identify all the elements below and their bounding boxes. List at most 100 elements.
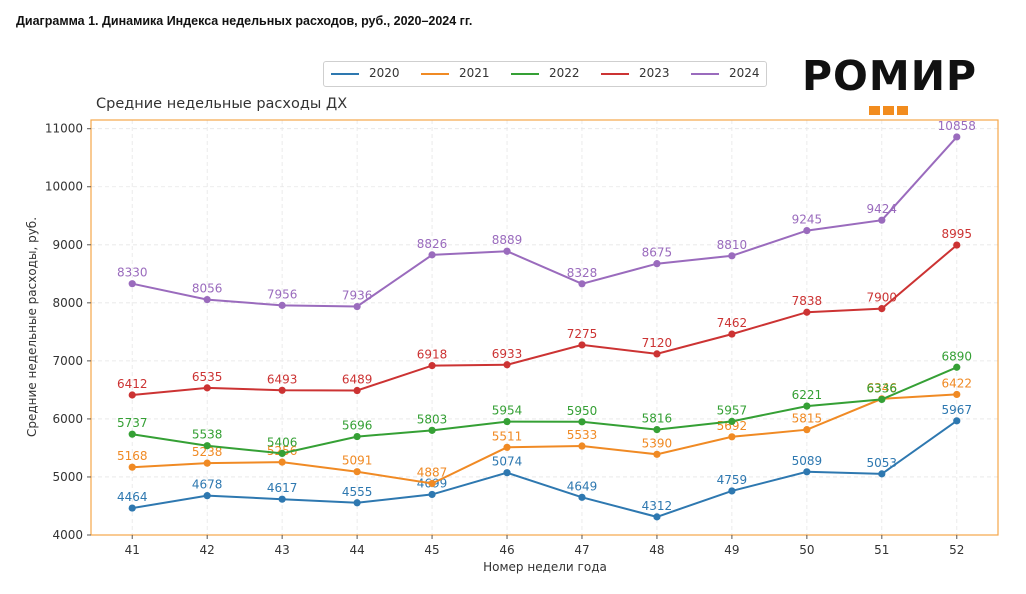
plot-frame xyxy=(90,119,999,536)
data-point-2022 xyxy=(878,395,886,404)
data-point-2021 xyxy=(953,390,961,399)
chart-legend: 2020 2021 2022 2023 2024 xyxy=(323,61,767,87)
data-point-2023 xyxy=(728,330,736,338)
x-tick-label: 42 xyxy=(200,543,215,557)
series-line-2024 xyxy=(131,136,958,308)
data-point-2021 xyxy=(278,458,286,466)
data-label-2022: 5957 xyxy=(717,403,748,417)
y-tick-label: 7000 xyxy=(52,354,83,368)
x-tick-label: 44 xyxy=(349,543,364,557)
data-point-2023 xyxy=(578,341,586,349)
data-label-2020: 5089 xyxy=(792,454,823,468)
data-label-2022: 6221 xyxy=(792,388,823,402)
data-point-2020 xyxy=(503,469,511,477)
data-label-2023: 8995 xyxy=(941,227,972,241)
legend-swatch xyxy=(511,73,539,75)
data-label-2024: 7956 xyxy=(267,287,298,301)
data-point-2022 xyxy=(353,432,361,441)
x-tick-label: 49 xyxy=(724,543,739,557)
legend-label: 2022 xyxy=(549,66,580,80)
data-point-2023 xyxy=(653,350,661,358)
data-point-2024 xyxy=(878,216,886,224)
data-label-2024: 8675 xyxy=(642,246,673,260)
data-label-2022: 6890 xyxy=(941,349,972,363)
legend-label: 2021 xyxy=(459,66,490,80)
x-tick-label: 48 xyxy=(649,543,664,557)
x-tick-label: 46 xyxy=(499,543,514,557)
data-label-2021: 5533 xyxy=(567,428,598,442)
legend-label: 2023 xyxy=(639,66,670,80)
data-label-2023: 7120 xyxy=(642,336,673,350)
data-label-2023: 6933 xyxy=(492,347,523,361)
x-tick-label: 47 xyxy=(574,543,589,557)
data-point-2023 xyxy=(203,384,211,392)
data-label-2024: 7936 xyxy=(342,289,373,303)
data-label-2023: 6493 xyxy=(267,372,298,386)
logo-dot xyxy=(897,106,908,115)
series-line-2020 xyxy=(132,419,958,518)
data-label-2022: 5816 xyxy=(642,412,673,426)
data-label-2023: 7838 xyxy=(792,294,823,308)
logo-wordmark: РОМИР xyxy=(802,52,978,100)
data-point-2023 xyxy=(503,361,511,369)
data-point-2020 xyxy=(353,499,361,507)
data-label-2022: 6336 xyxy=(867,381,898,395)
data-label-2020: 4617 xyxy=(267,481,298,495)
data-label-2024: 8328 xyxy=(567,266,598,280)
data-point-2021 xyxy=(803,426,811,434)
data-point-2024 xyxy=(503,247,511,255)
y-axis-label: Средние недельные расходы, руб. xyxy=(25,217,39,437)
legend-swatch xyxy=(601,73,629,75)
legend-swatch xyxy=(421,73,449,75)
data-point-2020 xyxy=(578,493,586,501)
logo-dot xyxy=(869,106,880,115)
data-label-2020: 4649 xyxy=(567,479,598,493)
series-line-2021 xyxy=(132,393,957,485)
x-tick-label: 43 xyxy=(275,543,290,557)
data-point-2024 xyxy=(278,301,286,309)
data-label-2021: 5511 xyxy=(492,429,523,443)
data-point-2021 xyxy=(428,479,436,488)
data-label-2020: 5967 xyxy=(941,403,972,417)
data-label-2020: 5053 xyxy=(867,456,898,470)
data-point-2021 xyxy=(503,443,511,451)
data-point-2023 xyxy=(428,362,436,370)
legend-label: 2024 xyxy=(729,66,760,80)
data-point-2023 xyxy=(353,386,361,395)
data-label-2023: 6918 xyxy=(417,348,448,362)
y-tick-label: 4000 xyxy=(52,528,83,542)
data-point-2024 xyxy=(578,280,586,288)
data-point-2022 xyxy=(803,402,811,410)
data-point-2022 xyxy=(728,417,736,426)
data-label-2024: 8330 xyxy=(117,266,148,280)
data-label-2024: 9245 xyxy=(792,213,823,227)
data-label-2024: 8826 xyxy=(417,237,448,251)
legend-label: 2020 xyxy=(369,66,400,80)
data-label-2022: 5406 xyxy=(267,435,298,449)
data-point-2024 xyxy=(653,260,661,268)
data-point-2021 xyxy=(653,450,661,458)
data-point-2024 xyxy=(803,226,811,235)
x-axis-label: Номер недели года xyxy=(483,560,607,574)
data-label-2023: 6412 xyxy=(117,377,148,391)
logo-dot xyxy=(883,106,894,115)
data-point-2021 xyxy=(128,463,136,471)
data-point-2022 xyxy=(428,426,436,434)
data-point-2020 xyxy=(278,495,286,503)
chart-title: Средние недельные расходы ДХ xyxy=(96,96,347,112)
data-label-2023: 6489 xyxy=(342,373,373,387)
y-tick-label: 5000 xyxy=(52,470,83,484)
data-point-2020 xyxy=(803,468,811,476)
series-line-2022 xyxy=(132,366,958,455)
data-label-2020: 4312 xyxy=(642,499,673,513)
data-point-2020 xyxy=(728,487,736,495)
data-point-2020 xyxy=(953,417,961,425)
data-label-2021: 6346 xyxy=(867,381,898,395)
data-point-2020 xyxy=(878,470,886,478)
data-point-2021 xyxy=(203,459,211,467)
data-point-2024 xyxy=(428,251,436,259)
data-point-2024 xyxy=(353,302,361,311)
y-tick-label: 8000 xyxy=(52,296,83,310)
data-point-2020 xyxy=(203,492,211,500)
